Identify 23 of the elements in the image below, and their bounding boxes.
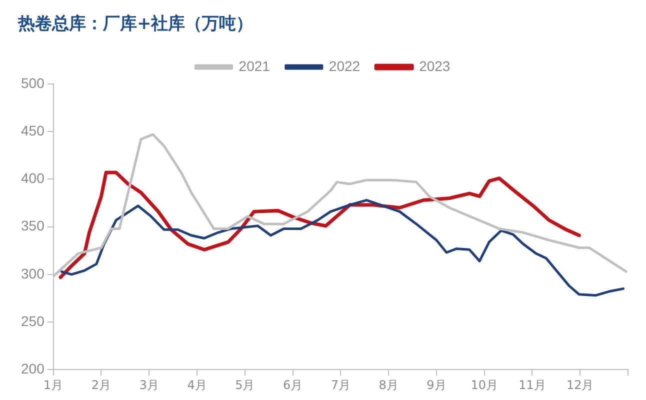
x-tick-label: 9月 — [426, 378, 446, 392]
y-tick-label: 500 — [21, 74, 45, 91]
x-tick-label: 4月 — [187, 378, 207, 392]
x-tick-label: 8月 — [378, 378, 398, 392]
y-tick-label: 350 — [21, 218, 45, 234]
x-tick-label: 3月 — [139, 378, 159, 392]
x-tick-label: 7月 — [330, 378, 350, 392]
y-tick-label: 200 — [21, 360, 45, 376]
x-tick-label: 6月 — [282, 378, 303, 392]
x-tick-label: 12月 — [566, 378, 594, 392]
legend-label: 2023 — [419, 58, 450, 74]
legend-label: 2021 — [238, 58, 270, 74]
x-tick-label: 11月 — [518, 378, 546, 392]
legend-label: 2022 — [328, 58, 360, 74]
x-tick-label: 1月 — [44, 378, 64, 392]
y-tick-label: 400 — [21, 170, 45, 186]
chart-title: 热卷总库：厂库+社库（万吨） — [18, 13, 254, 35]
y-tick-label: 450 — [21, 122, 45, 138]
x-tick-label: 10月 — [470, 378, 498, 392]
y-tick-label: 250 — [21, 312, 45, 329]
x-tick-label: 5月 — [235, 378, 255, 392]
x-tick-label: 2月 — [91, 378, 112, 392]
y-tick-label: 300 — [21, 265, 45, 282]
